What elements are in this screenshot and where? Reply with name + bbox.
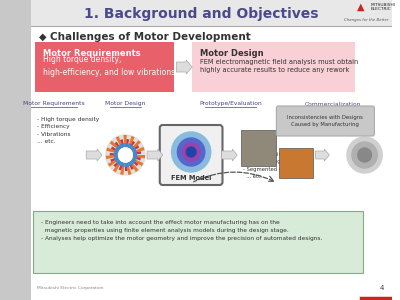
Text: MITSUBISHI
ELECTRIC: MITSUBISHI ELECTRIC <box>370 2 396 11</box>
Wedge shape <box>124 143 129 155</box>
Text: 4: 4 <box>380 285 384 291</box>
FancyArrow shape <box>316 149 329 161</box>
FancyBboxPatch shape <box>192 42 355 92</box>
Wedge shape <box>113 155 126 172</box>
Wedge shape <box>114 155 126 162</box>
Wedge shape <box>126 144 133 155</box>
Wedge shape <box>126 155 141 160</box>
Circle shape <box>347 137 382 173</box>
Wedge shape <box>126 136 135 155</box>
Wedge shape <box>108 155 126 167</box>
Circle shape <box>172 132 211 172</box>
FancyBboxPatch shape <box>279 148 313 178</box>
Wedge shape <box>126 155 145 158</box>
Circle shape <box>182 143 200 161</box>
FancyBboxPatch shape <box>35 42 174 92</box>
FancyArrow shape <box>86 149 102 161</box>
Text: High torque density,
high-efficiency, and low vibrations: High torque density, high-efficiency, an… <box>43 55 175 77</box>
Wedge shape <box>120 155 126 167</box>
Wedge shape <box>110 153 126 156</box>
Wedge shape <box>116 155 126 165</box>
Wedge shape <box>116 145 126 155</box>
Text: ▲: ▲ <box>357 2 364 12</box>
FancyBboxPatch shape <box>160 125 222 185</box>
Wedge shape <box>124 135 127 155</box>
Wedge shape <box>126 155 137 160</box>
Text: ◆: ◆ <box>39 32 47 42</box>
FancyArrow shape <box>176 60 192 74</box>
Wedge shape <box>126 151 141 155</box>
Text: Inconsistencies with Designs
Caused by Manufacturing: Inconsistencies with Designs Caused by M… <box>288 115 363 127</box>
Wedge shape <box>126 155 143 166</box>
Wedge shape <box>114 148 126 155</box>
Circle shape <box>118 148 132 162</box>
Wedge shape <box>126 140 141 155</box>
Text: Motor Design: Motor Design <box>200 49 264 58</box>
FancyBboxPatch shape <box>276 106 374 136</box>
Wedge shape <box>126 146 136 155</box>
Wedge shape <box>111 146 126 155</box>
FancyArrow shape <box>222 149 237 161</box>
Circle shape <box>106 135 145 175</box>
Wedge shape <box>124 155 129 167</box>
Text: Motor Design: Motor Design <box>105 101 146 106</box>
Wedge shape <box>116 136 126 155</box>
Text: 1. Background and Objectives: 1. Background and Objectives <box>84 7 318 21</box>
Wedge shape <box>110 141 126 155</box>
FancyBboxPatch shape <box>31 0 392 300</box>
Text: Commercialization: Commercialization <box>305 101 362 106</box>
Wedge shape <box>126 147 144 155</box>
Wedge shape <box>110 155 126 162</box>
Wedge shape <box>126 141 135 155</box>
Wedge shape <box>126 155 138 166</box>
Wedge shape <box>126 150 137 155</box>
FancyArrow shape <box>147 149 163 161</box>
Circle shape <box>178 138 205 166</box>
Wedge shape <box>126 155 133 166</box>
Circle shape <box>358 148 372 162</box>
Wedge shape <box>126 145 139 155</box>
Text: Prototype/Evaluation: Prototype/Evaluation <box>199 101 262 106</box>
Wedge shape <box>126 155 136 164</box>
Text: - Engineers need to take into account the effect motor manufacturing has on the
: - Engineers need to take into account th… <box>41 220 322 241</box>
FancyBboxPatch shape <box>0 0 31 300</box>
Text: Mitsubishi Electric Corporation: Mitsubishi Electric Corporation <box>37 286 104 290</box>
Circle shape <box>352 142 377 168</box>
Wedge shape <box>120 143 126 155</box>
Text: Changes for the Better: Changes for the Better <box>344 18 389 22</box>
FancyBboxPatch shape <box>241 130 276 166</box>
Text: - Core stamping
- Frame fitting
- Segmented core
  ... etc.: - Core stamping - Frame fitting - Segmen… <box>243 152 290 179</box>
Wedge shape <box>120 155 126 175</box>
FancyBboxPatch shape <box>31 0 392 26</box>
Circle shape <box>186 147 196 157</box>
FancyBboxPatch shape <box>33 211 363 273</box>
Wedge shape <box>126 155 134 170</box>
Wedge shape <box>106 148 126 155</box>
Wedge shape <box>114 152 126 158</box>
Text: Motor Requirements: Motor Requirements <box>23 101 85 106</box>
Text: - High torque density
- Efficiency
- Vibrations
... etc.: - High torque density - Efficiency - Vib… <box>37 117 100 144</box>
Wedge shape <box>114 142 126 155</box>
Wedge shape <box>118 155 126 170</box>
Circle shape <box>118 148 132 162</box>
Wedge shape <box>126 155 138 172</box>
Text: Challenges of Motor Development: Challenges of Motor Development <box>50 32 251 42</box>
Text: Motor Requirements: Motor Requirements <box>43 49 141 58</box>
Wedge shape <box>106 155 126 159</box>
Wedge shape <box>126 155 132 175</box>
Wedge shape <box>120 139 126 155</box>
Text: FEM electromagnetic field analysis must obtain
highly accurate results to reduce: FEM electromagnetic field analysis must … <box>200 59 358 73</box>
Wedge shape <box>126 139 129 155</box>
Wedge shape <box>114 155 126 167</box>
Wedge shape <box>125 155 128 171</box>
Text: FEM Model: FEM Model <box>171 175 211 181</box>
